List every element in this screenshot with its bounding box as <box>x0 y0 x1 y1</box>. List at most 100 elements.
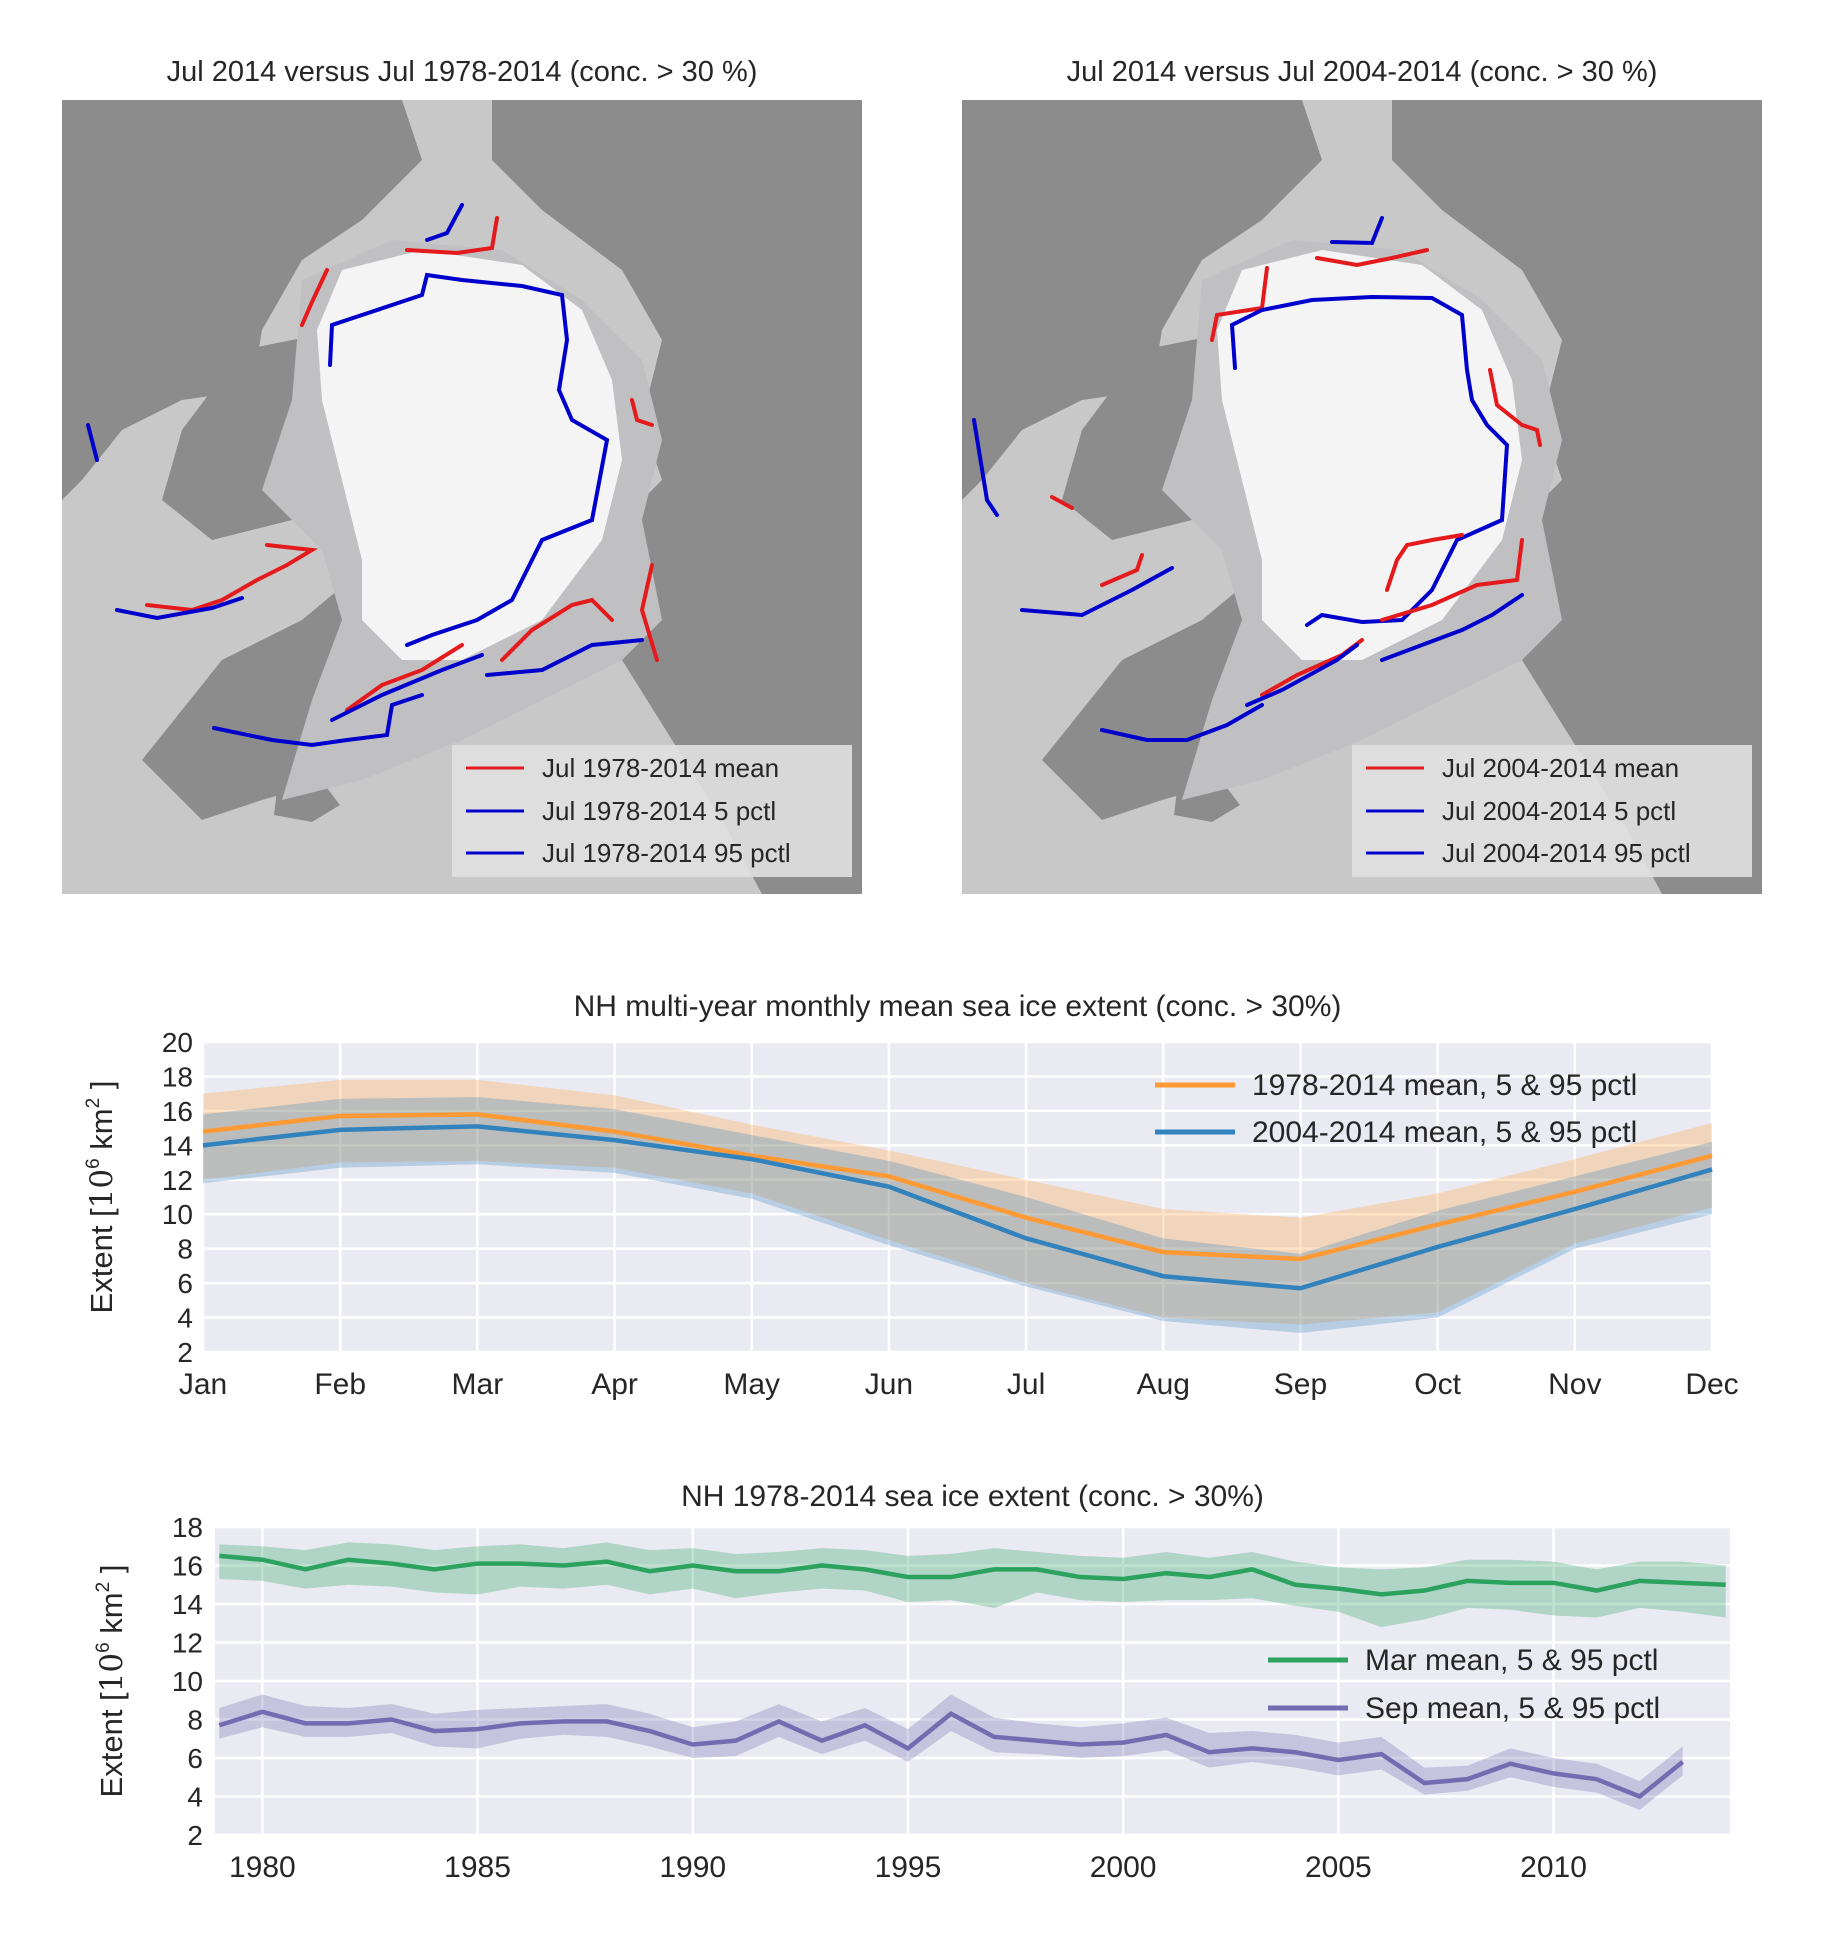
y-axis-label-exp: 6 <box>83 1158 104 1169</box>
map-1-panel: Jul 1978-2014 mean Jul 1978-2014 5 pctl … <box>62 100 862 894</box>
map-2-mean-line-kara <box>1385 533 1464 592</box>
map-1-mean-line-greenland <box>345 643 464 712</box>
y-axis-label-exp: 6 <box>93 1642 114 1653</box>
map-2-mean-line-baffin <box>1100 553 1144 587</box>
y-tick-label: 14 <box>172 1589 203 1620</box>
land-north-america <box>962 100 1322 500</box>
y-tick-label: 2 <box>177 1337 193 1368</box>
map-1-pctl-line-labrador <box>86 423 99 462</box>
x-tick-label: Nov <box>1548 1368 1601 1401</box>
map-2-mean-line-labrador <box>1050 495 1074 510</box>
map-2-pctl-line-labrador <box>972 418 999 517</box>
map-1-pctl-line-arctic <box>328 272 610 647</box>
map-2-mean-line-bering <box>1315 248 1429 268</box>
y-tick-label: 12 <box>162 1165 193 1196</box>
x-tick-label: Jan <box>179 1368 227 1401</box>
x-tick-label: Jul <box>1007 1368 1045 1401</box>
x-tick-label: 2000 <box>1090 1851 1157 1884</box>
x-tick-label: Oct <box>1414 1368 1461 1401</box>
y-tick-label: 8 <box>187 1705 203 1736</box>
map-1-svg: Jul 1978-2014 mean Jul 1978-2014 5 pctl … <box>62 100 862 894</box>
land-eurasia <box>492 100 862 894</box>
ice-pack <box>317 250 622 660</box>
map-2-legend-mean: Jul 2004-2014 mean <box>1442 753 1679 783</box>
map-2-legend-5pctl: Jul 2004-2014 5 pctl <box>1442 796 1676 826</box>
map-2-svg: Jul 2004-2014 mean Jul 2004-2014 5 pctl … <box>962 100 1762 894</box>
map-2-panel: Jul 2004-2014 mean Jul 2004-2014 5 pctl … <box>962 100 1762 894</box>
monthly-chart: NH multi-year monthly mean sea ice exten… <box>83 990 1739 1401</box>
x-tick-label: 1985 <box>444 1851 511 1884</box>
map-1-pctl-line-greenland <box>330 653 484 722</box>
y-tick-label: 10 <box>172 1666 203 1697</box>
x-tick-label: Sep <box>1274 1368 1327 1401</box>
x-tick-label: 1980 <box>229 1851 296 1884</box>
y-axis-label-base: 10 <box>94 1653 130 1692</box>
y-axis-label: Extent [106 km2 ] <box>83 1081 120 1314</box>
series-mean-line-1 <box>218 1709 1685 1800</box>
ice-pack <box>1217 250 1522 660</box>
map-2-legend: Jul 2004-2014 mean Jul 2004-2014 5 pctl … <box>1352 745 1752 877</box>
y-tick-label: 20 <box>162 1027 193 1058</box>
y-tick-label: 16 <box>162 1096 193 1127</box>
y-tick-label: 12 <box>172 1628 203 1659</box>
map-2-pctl-line-barents <box>1380 593 1524 662</box>
timeseries-chart-title: NH 1978-2014 sea ice extent (conc. > 30%… <box>681 1480 1264 1513</box>
map-1-mean-line-beaufort <box>300 268 329 327</box>
y-tick-label: 8 <box>177 1234 193 1265</box>
monthly-chart-plot: NH multi-year monthly mean sea ice exten… <box>83 990 1739 1401</box>
land-north-america <box>62 100 422 500</box>
map-1-pctl-line-bering <box>425 203 464 242</box>
y-tick-label: 18 <box>162 1061 193 1092</box>
map-1-mean-line-barents <box>500 597 614 662</box>
y-axis-label-close: ] <box>94 1565 129 1582</box>
land-eurasia <box>1392 100 1762 894</box>
map-1-title: Jul 2014 versus Jul 1978-2014 (conc. > 3… <box>166 56 758 88</box>
legend-label-1: Sep mean, 5 & 95 pctl <box>1365 1692 1660 1725</box>
series-mean-line-0 <box>219 1553 1726 1597</box>
series-mean-line-1 <box>202 1124 1713 1291</box>
x-tick-label: 1990 <box>659 1851 726 1884</box>
x-tick-label: Apr <box>591 1368 638 1401</box>
y-axis-label-unit: km <box>84 1108 119 1158</box>
timeseries-chart: NH 1978-2014 sea ice extent (conc. > 30%… <box>93 1480 1730 1884</box>
map-2-mean-line-laptev <box>1488 368 1542 447</box>
series-band-0 <box>203 1079 1712 1325</box>
map-1-pctl-line-barents <box>485 638 644 677</box>
y-axis-label: Extent [106 km2 ] <box>93 1565 130 1798</box>
map-2-pctl-line-baffin <box>1020 566 1174 618</box>
x-tick-label: 2010 <box>1520 1851 1587 1884</box>
map-1-pctl-line-atlantic <box>212 693 424 748</box>
map-1-mean-line-bering <box>405 216 499 256</box>
map-1-mean-line-kara <box>639 563 659 662</box>
y-tick-label: 10 <box>162 1199 193 1230</box>
map-1-legend-95pctl: Jul 1978-2014 95 pctl <box>542 838 791 868</box>
x-tick-label: Dec <box>1685 1368 1738 1401</box>
y-tick-label: 14 <box>162 1130 193 1161</box>
y-tick-label: 18 <box>172 1512 203 1543</box>
y-axis-label-exp2: 2 <box>83 1098 104 1109</box>
x-tick-label: May <box>723 1368 780 1401</box>
map-2-mean-line-barents <box>1380 538 1524 622</box>
map-2-mean-line-beaufort <box>1210 266 1269 342</box>
y-axis-label-base: 10 <box>84 1169 120 1208</box>
y-tick-label: 6 <box>187 1743 203 1774</box>
legend-label-0: Mar mean, 5 & 95 pctl <box>1365 1644 1658 1677</box>
map-2-pctl-line-arctic <box>1229 294 1510 627</box>
y-axis-label-exp2: 2 <box>93 1582 114 1593</box>
x-tick-label: Feb <box>314 1368 366 1401</box>
y-tick-label: 16 <box>172 1551 203 1582</box>
x-tick-label: Mar <box>452 1368 504 1401</box>
map-1-legend-5pctl: Jul 1978-2014 5 pctl <box>542 796 776 826</box>
y-tick-label: 4 <box>177 1303 193 1334</box>
map-2-pctl-line-atlantic <box>1100 703 1264 742</box>
map-1-legend-mean: Jul 1978-2014 mean <box>542 753 779 783</box>
x-tick-label: Jun <box>865 1368 913 1401</box>
y-tick-label: 2 <box>187 1820 203 1851</box>
x-tick-label: 2005 <box>1305 1851 1372 1884</box>
map-1-legend: Jul 1978-2014 mean Jul 1978-2014 5 pctl … <box>452 745 852 877</box>
y-tick-label: 4 <box>187 1782 203 1813</box>
map-2-pctl-line-bering <box>1330 216 1384 246</box>
monthly-chart-title: NH multi-year monthly mean sea ice exten… <box>574 990 1342 1023</box>
legend-label-1: 2004-2014 mean, 5 & 95 pctl <box>1252 1116 1637 1149</box>
map-2-legend-95pctl: Jul 2004-2014 95 pctl <box>1442 838 1691 868</box>
